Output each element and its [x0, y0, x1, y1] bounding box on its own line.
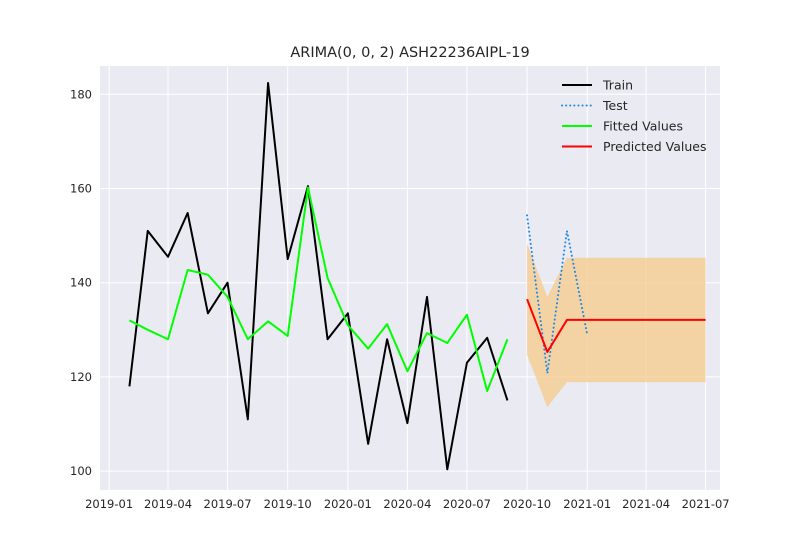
confidence-band — [527, 243, 706, 408]
x-tick-label: 2021-04 — [622, 497, 670, 511]
x-tick-label: 2020-01 — [324, 497, 372, 511]
x-tick-labels: 2019-01 2019-04 2019-07 2019-10 2020-01 2020-… — [85, 497, 730, 511]
y-tick-label: 140 — [70, 276, 92, 290]
confidence-band-layer — [527, 243, 706, 408]
x-tick-label: 2021-01 — [563, 497, 611, 511]
y-tick-label: 120 — [70, 370, 92, 384]
x-tick-label: 2019-04 — [144, 497, 192, 511]
x-tick-label: 2020-07 — [443, 497, 491, 511]
x-tick-label: 2019-01 — [85, 497, 133, 511]
y-tick-label: 180 — [70, 87, 92, 101]
x-tick-label: 2021-07 — [682, 497, 730, 511]
x-tick-label: 2020-10 — [503, 497, 551, 511]
x-tick-label: 2019-10 — [264, 497, 312, 511]
chart-title: ARIMA(0, 0, 2) ASH22236AIPL-19 — [290, 45, 529, 61]
y-tick-label: 160 — [70, 181, 92, 195]
x-tick-label: 2019-07 — [204, 497, 252, 511]
series-line-predicted-values — [526, 298, 706, 353]
legend-label: Fitted Values — [603, 119, 683, 134]
legend: Train Test Fitted Values Predicted Values — [561, 78, 707, 154]
x-tick-label: 2020-04 — [383, 497, 431, 511]
series-line-train — [128, 81, 509, 471]
y-tick-label: 100 — [70, 464, 92, 478]
series-layer — [128, 81, 706, 471]
legend-label: Test — [602, 98, 628, 113]
y-tick-labels: 100 120 140 160 180 — [70, 87, 92, 478]
legend-label: Train — [602, 78, 633, 93]
series-line-fitted-values — [128, 186, 509, 393]
legend-label: Predicted Values — [603, 139, 707, 154]
